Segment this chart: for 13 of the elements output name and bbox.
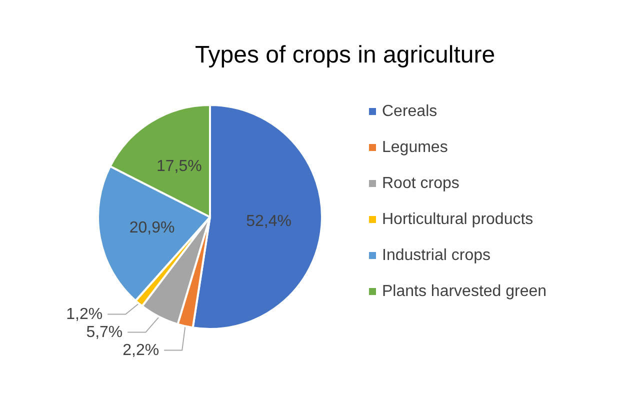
legend-label: Cereals xyxy=(382,103,438,120)
data-label: 5,7% xyxy=(86,324,123,341)
chart-title: Types of crops in agriculture xyxy=(194,42,496,68)
data-label: 2,2% xyxy=(122,342,160,359)
legend-label: Industrial crops xyxy=(382,247,490,264)
legend-label: Root crops xyxy=(382,175,460,192)
data-label: 52,4% xyxy=(246,213,292,230)
data-label: 1,2% xyxy=(66,306,103,323)
legend-label: Horticultural products xyxy=(382,211,534,228)
data-label: 17,5% xyxy=(156,158,202,176)
legend-label: Plants harvested green xyxy=(382,283,547,300)
data-label: 20,9% xyxy=(129,219,175,236)
legend-label: Legumes xyxy=(382,139,448,156)
